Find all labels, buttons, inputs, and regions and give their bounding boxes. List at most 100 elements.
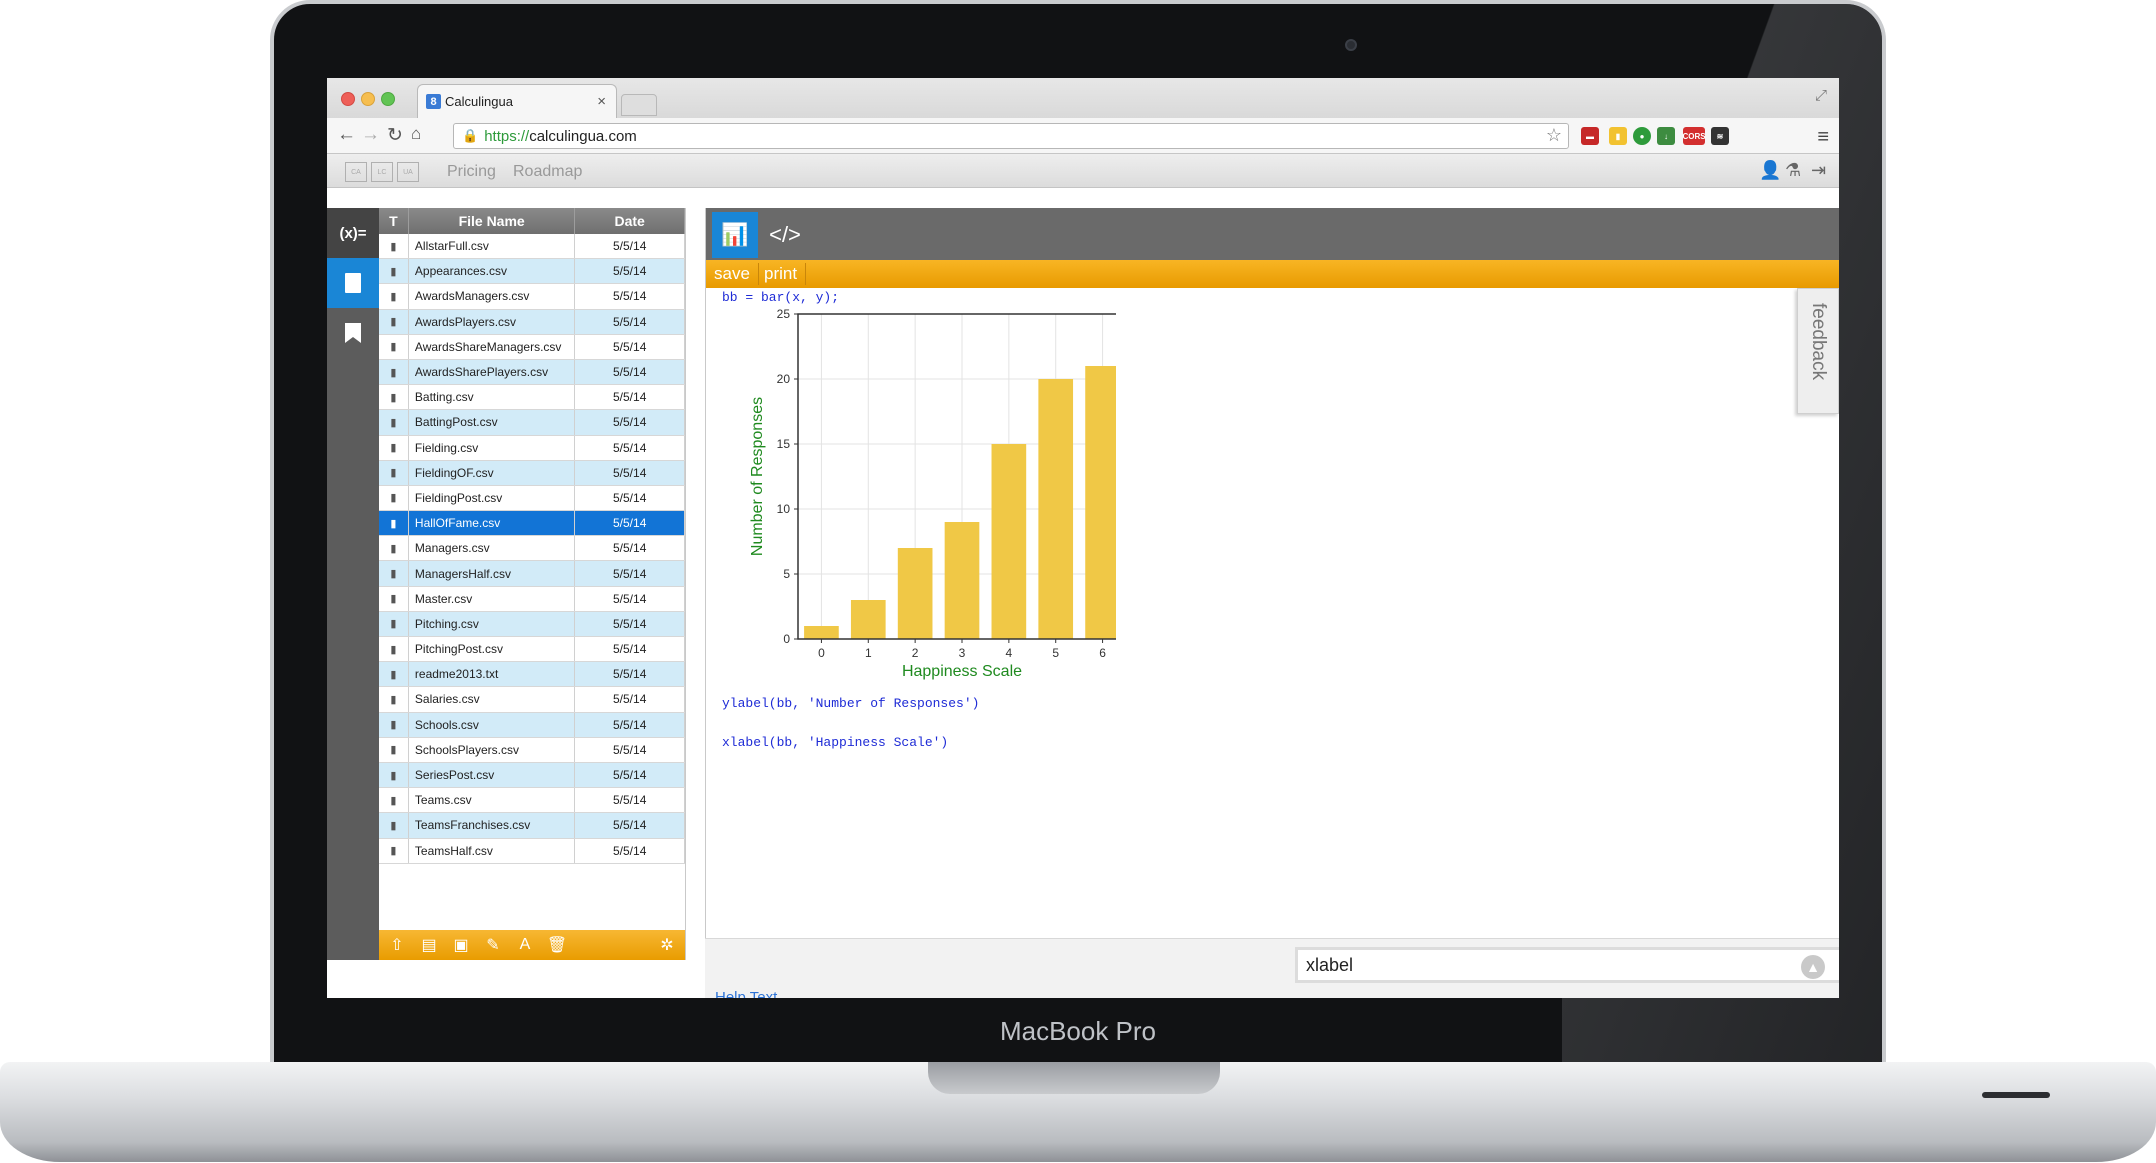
column-date[interactable]: Date [575, 208, 685, 234]
workspace-tabs: 📊 </> [706, 208, 1839, 260]
file-row[interactable]: ▮ Pitching.csv 5/5/14 [379, 611, 686, 637]
browser-tab[interactable]: 8 Calculingua × [417, 84, 617, 118]
file-row[interactable]: ▮ BattingPost.csv 5/5/14 [379, 410, 686, 436]
file-row[interactable]: ▮ readme2013.txt 5/5/14 [379, 662, 686, 688]
command-bar: ▲ Help Text [705, 938, 1839, 998]
forward-icon[interactable]: → [361, 124, 380, 145]
nav-link-roadmap[interactable]: Roadmap [513, 163, 583, 180]
nav-link-pricing[interactable]: Pricing [447, 163, 496, 180]
scroll-up-icon[interactable]: ▲ [1801, 955, 1825, 979]
file-row[interactable]: ▮ SeriesPost.csv 5/5/14 [379, 762, 686, 789]
file-row[interactable]: ▮ SchoolsPlayers.csv 5/5/14 [379, 737, 686, 763]
file-row[interactable]: ▮ PitchingPost.csv 5/5/14 [379, 637, 686, 663]
logout-icon[interactable]: ⇥ [1811, 160, 1827, 180]
logo-mark-2[interactable]: LC [371, 162, 393, 182]
print-button[interactable]: print [756, 263, 807, 285]
upload-icon[interactable]: ⇧ [390, 937, 404, 954]
file-row[interactable]: ▮ Master.csv 5/5/14 [379, 586, 686, 612]
file-name: PitchingPost.csv [409, 637, 576, 662]
file-name: Fielding.csv [409, 435, 576, 460]
file-row[interactable]: ▮ AwardsManagers.csv 5/5/14 [379, 284, 686, 310]
file-date: 5/5/14 [575, 359, 686, 385]
file-date: 5/5/14 [575, 561, 686, 586]
file-row[interactable]: ▮ FieldingPost.csv 5/5/14 [379, 485, 686, 512]
workspace-action-bar: save print [706, 260, 1839, 288]
file-row[interactable]: ▮ Fielding.csv 5/5/14 [379, 435, 686, 461]
file-type-icon: ▮ [379, 611, 409, 636]
file-row[interactable]: ▮ Salaries.csv 5/5/14 [379, 687, 686, 713]
file-row[interactable]: ▮ Appearances.csv 5/5/14 [379, 259, 686, 285]
y-tick-label: 15 [777, 437, 791, 451]
extension-layers-icon[interactable]: ≋ [1711, 127, 1729, 145]
bookmark-star-icon[interactable]: ☆ [1545, 125, 1562, 145]
file-date: 5/5/14 [575, 309, 686, 334]
user-icon[interactable]: 👤 [1759, 160, 1782, 180]
file-row[interactable]: ▮ AwardsPlayers.csv 5/5/14 [379, 309, 686, 335]
flask-icon[interactable]: ⚗ [1785, 160, 1802, 180]
rename-icon[interactable]: A [519, 936, 531, 953]
fullscreen-icon[interactable]: ⤢ [1814, 87, 1827, 104]
address-bar[interactable]: 🔒 https:// calculingua.com ☆ [453, 123, 1569, 149]
zoom-window-button[interactable] [381, 92, 395, 106]
tab-close-icon[interactable]: × [597, 93, 606, 110]
file-type-icon: ▮ [379, 485, 409, 511]
extension-couch-icon[interactable]: ▬ [1581, 127, 1599, 145]
new-tab-button[interactable] [621, 94, 657, 116]
file-row[interactable]: ▮ HallOfFame.csv 5/5/14 [379, 511, 686, 537]
command-input[interactable] [1295, 947, 1839, 983]
column-type[interactable]: T [379, 208, 409, 234]
file-row[interactable]: ▮ TeamsFranchises.csv 5/5/14 [379, 813, 686, 839]
file-type-icon: ▮ [379, 309, 409, 334]
file-type-icon: ▮ [379, 712, 409, 737]
bar-chart-icon: 📊 [721, 222, 749, 247]
extension-note-icon[interactable]: ▮ [1609, 127, 1627, 145]
file-date: 5/5/14 [575, 813, 686, 838]
logo-mark-1[interactable]: CA [345, 162, 367, 182]
file-row[interactable]: ▮ AllstarFull.csv 5/5/14 [379, 234, 686, 260]
tab-chart[interactable]: 📊 [712, 212, 758, 258]
file-row[interactable]: ▮ Teams.csv 5/5/14 [379, 788, 686, 814]
functions-button[interactable]: (x)= [327, 208, 379, 258]
file-date: 5/5/14 [575, 284, 686, 309]
x-tick-label: 6 [1099, 646, 1106, 660]
file-row[interactable]: ▮ AwardsShareManagers.csv 5/5/14 [379, 334, 686, 360]
extension-cors-icon[interactable]: CORS [1682, 127, 1706, 145]
file-date: 5/5/14 [575, 687, 686, 712]
close-window-button[interactable] [341, 92, 355, 106]
delete-icon[interactable]: 🗑 [546, 937, 568, 954]
file-row[interactable]: ▮ Managers.csv 5/5/14 [379, 536, 686, 562]
file-row[interactable]: ▮ ManagersHalf.csv 5/5/14 [379, 561, 686, 587]
file-row[interactable]: ▮ TeamsHalf.csv 5/5/14 [379, 838, 686, 864]
file-row[interactable]: ▮ Batting.csv 5/5/14 [379, 385, 686, 411]
extension-download-icon[interactable]: ↓ [1657, 127, 1675, 145]
files-button[interactable] [327, 258, 379, 308]
column-file-name[interactable]: File Name [409, 208, 576, 234]
file-name: Teams.csv [409, 788, 576, 813]
save-button[interactable]: save [706, 263, 759, 285]
help-text-link[interactable]: Help Text [715, 989, 778, 998]
logo-mark-3[interactable]: UA [397, 162, 419, 182]
extension-leaf-icon[interactable]: ● [1633, 127, 1651, 145]
code-icon: </> [769, 222, 801, 247]
y-tick-label: 0 [783, 632, 790, 646]
back-icon[interactable]: ← [337, 124, 356, 145]
minimize-window-button[interactable] [361, 92, 375, 106]
reload-icon[interactable]: ↻ [387, 125, 403, 146]
new-folder-icon[interactable]: ▣ [453, 937, 469, 954]
file-row[interactable]: ▮ Schools.csv 5/5/14 [379, 712, 686, 738]
home-icon[interactable]: ⌂ [411, 124, 422, 143]
new-file-icon[interactable]: ▤ [421, 937, 437, 954]
browser-menu-icon[interactable]: ≡ [1817, 126, 1829, 148]
file-name: ManagersHalf.csv [409, 561, 576, 586]
feedback-tab[interactable]: feedback [1797, 288, 1839, 414]
file-date: 5/5/14 [575, 788, 686, 813]
edit-icon[interactable]: ✎ [486, 937, 500, 954]
settings-icon[interactable]: ✲ [660, 937, 674, 954]
bar [991, 444, 1027, 639]
file-table-body: ▮ AllstarFull.csv 5/5/14 ▮ Appearances.csv 5/… [379, 234, 686, 864]
file-row[interactable]: ▮ FieldingOF.csv 5/5/14 [379, 460, 686, 486]
file-row[interactable]: ▮ AwardsSharePlayers.csv 5/5/14 [379, 359, 686, 386]
bookmarks-button[interactable] [327, 308, 379, 358]
file-date: 5/5/14 [575, 460, 686, 485]
tab-code[interactable]: </> [762, 212, 808, 258]
